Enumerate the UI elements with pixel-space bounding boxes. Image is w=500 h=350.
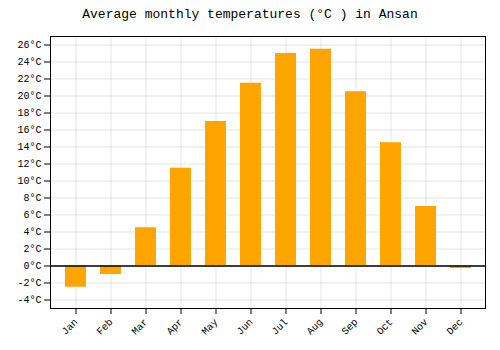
svg-text:Apr: Apr [165,317,186,338]
svg-text:10°C: 10°C [17,176,41,187]
svg-text:Jul: Jul [270,317,291,338]
html-text:Average monthly temperatures (: Average monthly temperatures (°C ) in An… [82,7,418,22]
svg-text:May: May [200,317,221,338]
svg-text:Jan: Jan [60,317,81,338]
svg-text:18°C: 18°C [17,108,41,119]
svg-text:6°C: 6°C [23,210,41,221]
svg-text:24°C: 24°C [17,57,41,68]
svg-text:8°C: 8°C [23,193,41,204]
svg-text:Dec: Dec [445,317,466,338]
svg-text:14°C: 14°C [17,142,41,153]
svg-text:Oct: Oct [375,317,396,338]
svg-text:Aug: Aug [305,317,326,338]
svg-text:-2°C: -2°C [17,278,41,289]
svg-text:0°C: 0°C [23,261,41,272]
svg-text:Jun: Jun [235,317,256,338]
svg-text:12°C: 12°C [17,159,41,170]
svg-text:-4°C: -4°C [17,295,41,306]
svg-text:Sep: Sep [340,317,361,338]
svg-text:20°C: 20°C [17,91,41,102]
svg-text:Nov: Nov [410,317,431,338]
svg-text:22°C: 22°C [17,74,41,85]
svg-text:26°C: 26°C [17,40,41,51]
svg-text:2°C: 2°C [23,244,41,255]
svg-text:Feb: Feb [95,317,116,338]
svg-text:16°C: 16°C [17,125,41,136]
svg-text:4°C: 4°C [23,227,41,238]
svg-text:Mar: Mar [130,317,151,338]
